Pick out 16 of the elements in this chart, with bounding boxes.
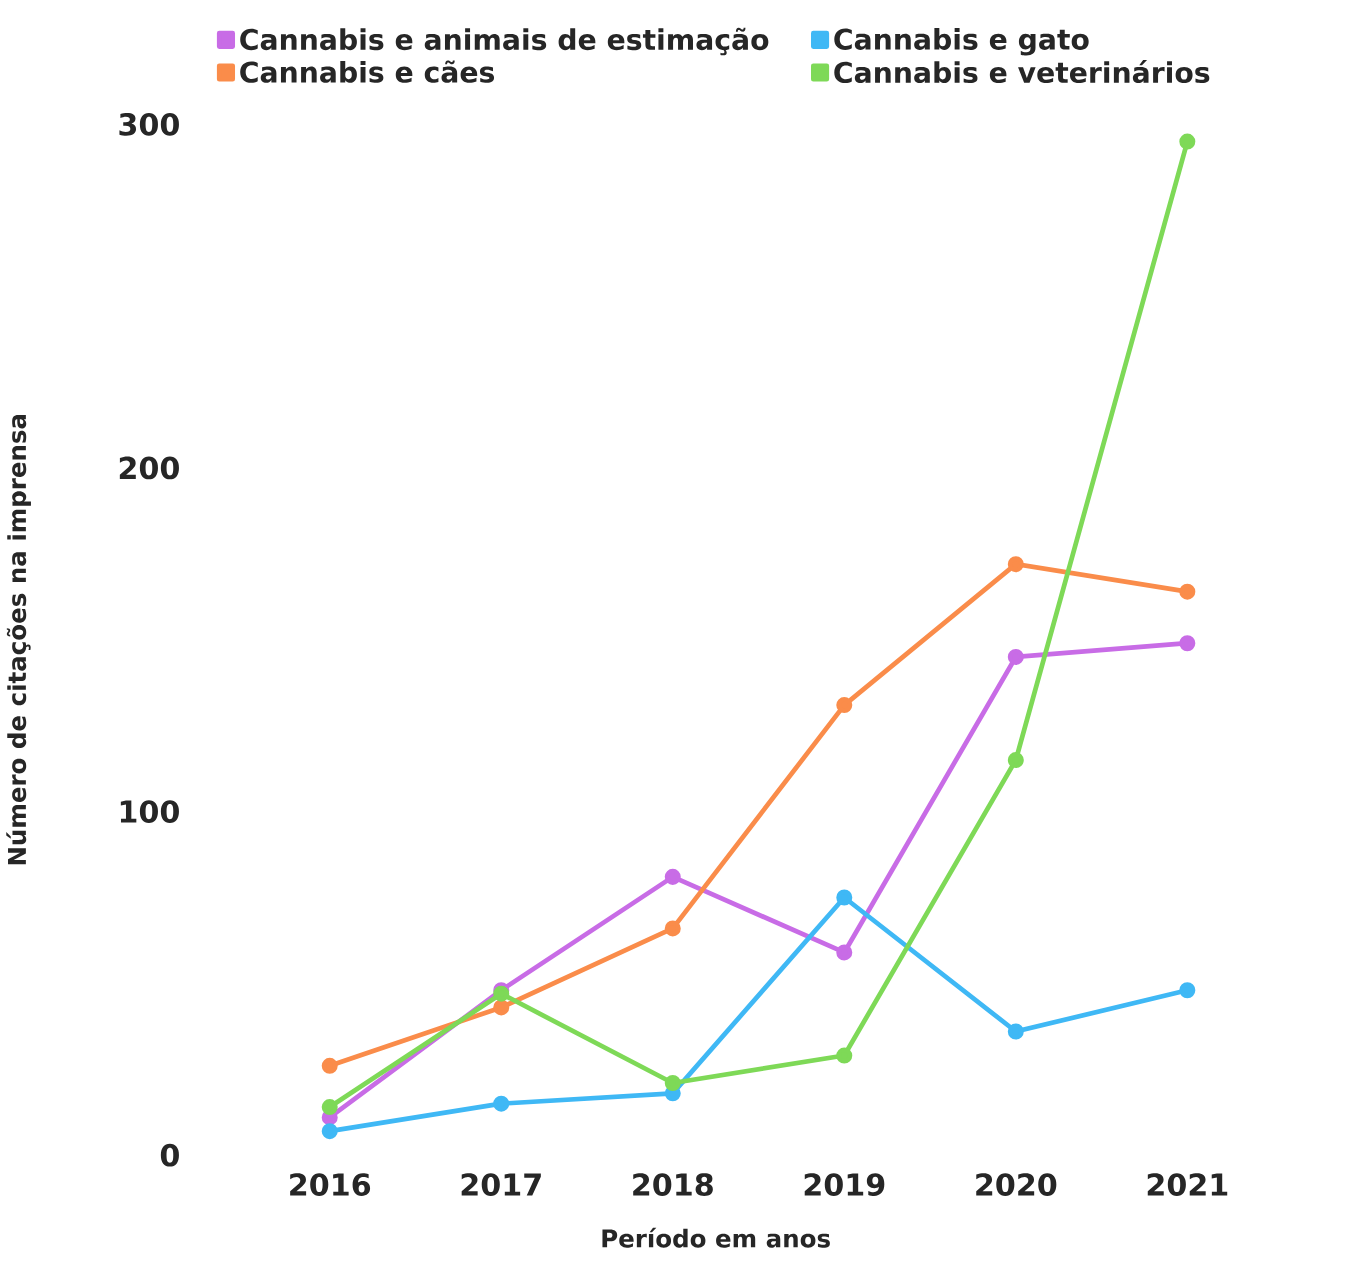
y-axis-title: Número de citações na imprensa xyxy=(6,414,31,865)
legend-label: Cannabis e veterinários xyxy=(834,60,1210,84)
legend-label: Cannabis e animais de estimação xyxy=(240,27,769,56)
x-tick-label: 2017 xyxy=(461,1173,541,1197)
x-tick-label: 2018 xyxy=(633,1173,713,1197)
y-tick-label: 0 xyxy=(160,1143,179,1167)
legend-label: Cannabis e cães xyxy=(240,60,495,83)
y-tick-label: 100 xyxy=(120,800,179,824)
y-tick-label: 300 xyxy=(119,113,179,136)
x-tick-label: 2020 xyxy=(976,1173,1057,1197)
x-tick-label: 2021 xyxy=(1147,1173,1228,1197)
legend-label: Cannabis e gato xyxy=(834,28,1089,56)
x-axis-title: Período em anos xyxy=(602,1227,830,1248)
x-tick-label: 2016 xyxy=(290,1173,371,1197)
x-tick-label: 2019 xyxy=(804,1173,885,1197)
y-tick-label: 200 xyxy=(119,456,179,480)
